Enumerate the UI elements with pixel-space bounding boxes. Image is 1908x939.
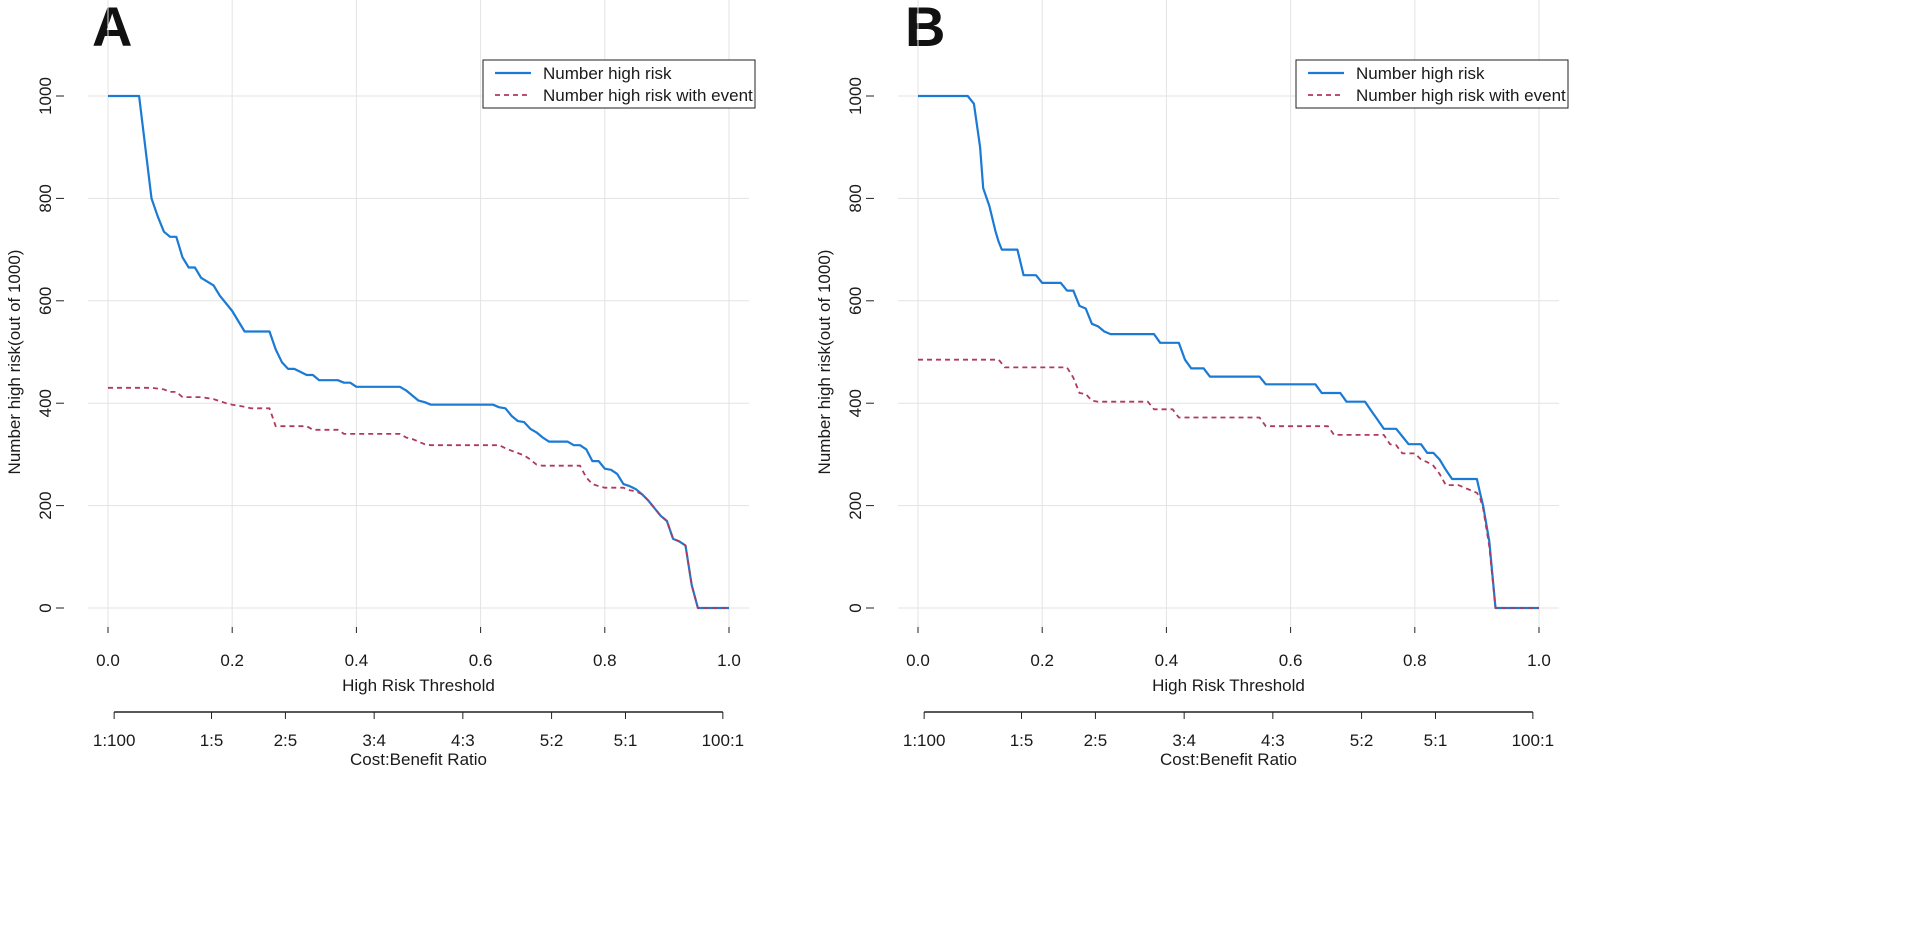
x-tick-label: 0.6 [469, 651, 493, 670]
x-tick-label: 0.4 [1155, 651, 1179, 670]
y-axis-title: Number high risk(out of 1000) [815, 250, 834, 475]
series-number-high-risk-with-event [918, 358, 1539, 609]
y-tick-label: 200 [36, 491, 55, 519]
y-tick-label: 0 [36, 603, 55, 612]
legend: Number high risk Number high risk with ev… [1295, 59, 1569, 109]
cost-benefit-tick-label: 1:100 [903, 731, 946, 750]
y-tick-label: 200 [846, 491, 865, 519]
series-number-high-risk [918, 94, 1539, 610]
x-axis: 0.0 0.2 0.4 0.6 0.8 1.0 High Risk Threshold [906, 627, 1551, 695]
cost-benefit-tick-label: 100:1 [1512, 731, 1555, 750]
panel-letter: A [92, 0, 132, 58]
y-tick-label: 600 [846, 287, 865, 315]
x-axis: 0.0 0.2 0.4 0.6 0.8 1.0 High Risk Threshold [96, 627, 741, 695]
y-tick-label: 1000 [846, 77, 865, 115]
legend-box [1295, 59, 1569, 109]
legend-box [482, 59, 756, 109]
panel-letter: B [905, 0, 945, 58]
cost-benefit-tick-label: 4:3 [1261, 731, 1285, 750]
cost-benefit-tick-label: 1:100 [93, 731, 136, 750]
cost-benefit-tick-label: 1:5 [200, 731, 224, 750]
x-tick-label: 0.0 [906, 651, 930, 670]
y-tick-label: 600 [36, 287, 55, 315]
cost-benefit-tick-label: 3:4 [1172, 731, 1196, 750]
legend-label: Number high risk with event [1356, 86, 1566, 105]
x-tick-label: 1.0 [717, 651, 741, 670]
y-axis-title: Number high risk(out of 1000) [5, 250, 24, 475]
cost-benefit-axis: 1:100 1:5 2:5 3:4 4:3 5:2 5:1 100:1 Cost:Benefit… [903, 711, 1555, 769]
legend: Number high risk Number high risk with ev… [482, 59, 756, 109]
x-axis-title: High Risk Threshold [1152, 676, 1305, 695]
y-tick-label: 0 [846, 603, 865, 612]
x-tick-label: 0.6 [1279, 651, 1303, 670]
y-axis: 0 200 400 600 800 1000 Number high risk(out of… [5, 77, 64, 613]
y-axis: 0 200 400 600 800 1000 Number high risk(out of… [815, 77, 874, 613]
y-tick-label: 1000 [36, 77, 55, 115]
x-tick-label: 0.0 [96, 651, 120, 670]
cost-benefit-tick-label: 100:1 [702, 731, 745, 750]
cost-benefit-tick-label: 2:5 [274, 731, 298, 750]
legend-label: Number high risk [1356, 64, 1485, 83]
x-tick-label: 0.2 [220, 651, 244, 670]
cost-benefit-tick-label: 5:1 [1424, 731, 1448, 750]
cost-benefit-tick-label: 5:2 [540, 731, 564, 750]
series-number-high-risk [108, 94, 729, 610]
x-axis-title: High Risk Threshold [342, 676, 495, 695]
y-tick-label: 800 [846, 184, 865, 212]
x-tick-label: 0.4 [345, 651, 369, 670]
cost-benefit-axis: 1:100 1:5 2:5 3:4 4:3 5:2 5:1 100:1 Cost:Benefit… [93, 711, 745, 769]
y-tick-label: 800 [36, 184, 55, 212]
cost-benefit-tick-label: 5:2 [1350, 731, 1374, 750]
grid [898, 0, 1559, 627]
panel-a: A 0 200 400 600 800 1000 Number high risk(out o… [5, 0, 756, 769]
y-tick-label: 400 [846, 389, 865, 417]
x-tick-label: 0.8 [1403, 651, 1427, 670]
cost-benefit-tick-label: 1:5 [1010, 731, 1034, 750]
cost-benefit-axis-title: Cost:Benefit Ratio [350, 750, 487, 769]
cost-benefit-tick-label: 5:1 [614, 731, 638, 750]
legend-label: Number high risk with event [543, 86, 753, 105]
legend-label: Number high risk [543, 64, 672, 83]
cost-benefit-tick-label: 4:3 [451, 731, 475, 750]
series-number-high-risk-with-event [108, 386, 729, 609]
y-tick-label: 400 [36, 389, 55, 417]
cost-benefit-axis-title: Cost:Benefit Ratio [1160, 750, 1297, 769]
x-tick-label: 1.0 [1527, 651, 1551, 670]
x-tick-label: 0.8 [593, 651, 617, 670]
cost-benefit-tick-label: 2:5 [1084, 731, 1108, 750]
x-tick-label: 0.2 [1030, 651, 1054, 670]
panel-b: B 0 200 400 600 800 1000 Number high risk(out o… [815, 0, 1569, 769]
cost-benefit-tick-label: 3:4 [362, 731, 386, 750]
